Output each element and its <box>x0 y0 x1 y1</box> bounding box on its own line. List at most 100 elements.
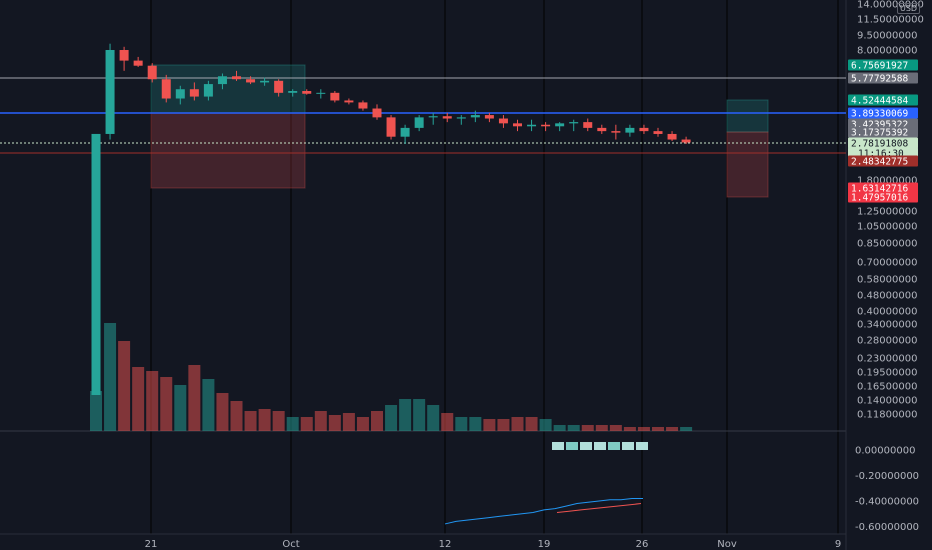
chart-grid <box>0 0 847 550</box>
candle-body[interactable] <box>527 124 537 127</box>
price-tick-label: 9.50000000 <box>857 31 917 42</box>
candle-body[interactable] <box>569 122 579 124</box>
price-badge <box>848 191 918 203</box>
price-badge-text: 2.78191808 <box>851 139 908 150</box>
candle-body[interactable] <box>119 50 129 61</box>
candle-body[interactable] <box>653 131 663 134</box>
candle-body[interactable] <box>246 79 256 83</box>
currency-label[interactable]: USD <box>897 3 921 14</box>
candle-body[interactable] <box>105 50 115 134</box>
position-tools[interactable] <box>150 64 769 198</box>
candle-body[interactable] <box>161 79 171 99</box>
candle-body[interactable] <box>639 127 649 132</box>
candle-body[interactable] <box>91 133 101 395</box>
volume-bar <box>497 419 510 431</box>
price-badge-text: 11:16:30 <box>858 149 904 160</box>
volume-bar <box>342 413 355 431</box>
candle-body[interactable] <box>428 116 438 118</box>
candle-body[interactable] <box>274 80 284 93</box>
price-badge <box>848 182 918 194</box>
volume-bar <box>230 401 243 431</box>
price-badge-text: 1.47957016 <box>851 193 908 204</box>
horizontal-lines[interactable] <box>0 77 846 154</box>
volume-bar <box>427 405 440 431</box>
indicator-tick-label: -0.60000000 <box>855 522 919 533</box>
candle-body[interactable] <box>484 115 494 119</box>
candle-body[interactable] <box>583 122 593 128</box>
indicator-line-blue <box>444 497 643 525</box>
candle-body[interactable] <box>400 127 410 137</box>
position-stop-zone[interactable] <box>726 131 769 198</box>
position-target-zone[interactable] <box>726 99 769 133</box>
price-tick-label: 0.14000000 <box>857 396 917 407</box>
candle-body[interactable] <box>611 131 621 133</box>
candle-body[interactable] <box>260 80 270 83</box>
candle-body[interactable] <box>555 123 565 127</box>
price-tick-label: 0.28000000 <box>857 336 917 347</box>
price-badge <box>848 72 918 84</box>
time-axis[interactable]: 21 Oct 12 19 26 Nov 9 <box>145 539 842 550</box>
volume-bar <box>666 427 679 431</box>
position-stop-zone[interactable] <box>150 112 306 189</box>
candle-body[interactable] <box>189 89 199 97</box>
price-tick-label: 14.00000000 <box>857 0 924 11</box>
histogram-bar <box>608 442 620 450</box>
volume-bar <box>399 399 412 431</box>
candle-body[interactable] <box>456 117 466 119</box>
candle-body[interactable] <box>372 108 382 118</box>
price-badge-text: 1.63142716 <box>851 184 908 195</box>
candle-body[interactable] <box>681 139 691 143</box>
candle-body[interactable] <box>344 100 354 103</box>
volume-bar <box>623 427 636 431</box>
candle-body[interactable] <box>316 92 326 94</box>
volume-bar <box>146 371 159 431</box>
price-badge <box>848 59 918 71</box>
candle-body[interactable] <box>625 127 635 133</box>
price-badges: 6.75691927 5.77792588 4.52444584 3.89330069… <box>848 59 918 204</box>
time-tick-label: 19 <box>538 539 551 550</box>
volume-bars <box>90 323 693 431</box>
volume-bar <box>539 419 552 431</box>
candle-body[interactable] <box>470 115 480 118</box>
candle-body[interactable] <box>414 117 424 128</box>
price-tick-label: 0.19500000 <box>857 368 917 379</box>
candle-body[interactable] <box>498 118 508 124</box>
volume-bar <box>160 377 173 431</box>
indicator-line-red <box>556 503 642 513</box>
time-tick-label: Oct <box>282 539 299 550</box>
candle-body[interactable] <box>513 123 522 127</box>
candle-body[interactable] <box>232 76 241 80</box>
indicator-axis: 0.00000000 -0.20000000 -0.40000000 -0.60000… <box>855 446 919 534</box>
price-tick-label: 0.48000000 <box>857 291 917 302</box>
price-badge-text: 3.89330069 <box>851 109 908 120</box>
candle-body[interactable] <box>133 60 143 66</box>
volume-bar <box>581 425 594 431</box>
price-axis[interactable]: 14.00000000 11.50000000 9.50000000 8.000000… <box>857 0 924 421</box>
candle-body[interactable] <box>597 127 607 132</box>
candle-body[interactable] <box>386 117 396 137</box>
candle-body[interactable] <box>541 124 551 127</box>
candle-body[interactable] <box>302 91 312 94</box>
candle-body[interactable] <box>175 89 185 99</box>
candle-body[interactable] <box>442 116 452 119</box>
candle-body[interactable] <box>667 133 677 140</box>
indicator-tick-label: -0.40000000 <box>855 497 919 508</box>
time-tick-label: 21 <box>145 539 158 550</box>
candle-body[interactable] <box>147 65 157 80</box>
candle-body[interactable] <box>217 76 227 85</box>
candle-body[interactable] <box>288 91 298 93</box>
time-tick-label: 26 <box>636 539 649 550</box>
histogram-bar <box>580 442 592 450</box>
volume-bar <box>188 365 201 431</box>
time-tick-label: 12 <box>439 539 452 550</box>
candle-body[interactable] <box>330 92 340 101</box>
volume-bar <box>202 379 215 431</box>
candle-body[interactable] <box>203 84 213 97</box>
volume-bar <box>680 427 693 431</box>
price-badge <box>848 155 918 167</box>
candle-body[interactable] <box>358 102 368 109</box>
volume-bar <box>132 367 145 431</box>
candlesticks[interactable] <box>91 43 691 395</box>
time-tick-label: 9 <box>835 539 841 550</box>
